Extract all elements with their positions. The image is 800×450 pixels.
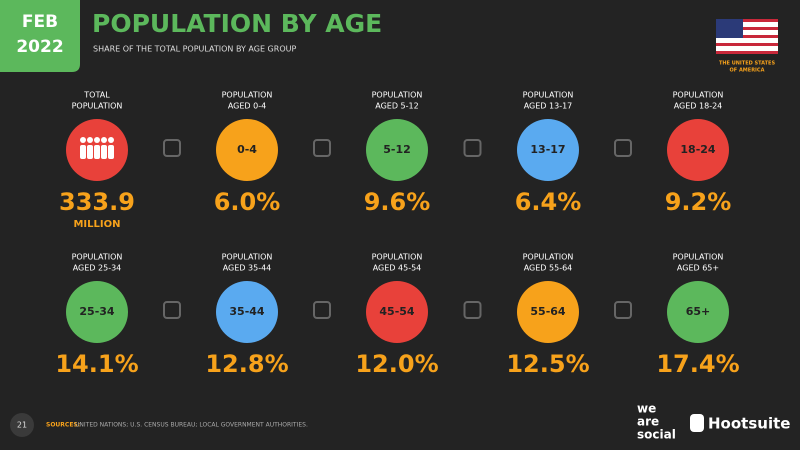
tile-value: 17.4% [656,350,739,378]
age-circle [366,281,428,343]
tile-unit: MILLION [73,219,120,230]
decorative-icon [163,301,181,319]
tile-label: AGED 55-64 [524,264,573,273]
tile-label: POPULATION [372,91,423,100]
date-badge [0,0,80,72]
tile-value: 6.4% [515,188,582,216]
tile-label: AGED 18-24 [674,102,723,111]
tile-label: POPULATION [72,253,123,262]
age-circle-label: 55-64 [530,305,566,318]
tile-value: 12.8% [205,350,288,378]
people-icon [94,145,100,159]
decorative-icon [463,301,482,319]
sources-label: SOURCES: [46,422,80,429]
sources: UNITED NATIONS; U.S. CENSUS BUREAU; LOCA… [75,422,308,429]
tile-label: POPULATION [372,253,423,262]
logo-right: Hootsuite [708,415,790,433]
country-name: OF AMERICA [730,68,765,74]
tile-label: AGED 35-44 [223,264,272,273]
age-circle-label: 25-34 [79,305,115,318]
badge-year: 2022 [16,37,63,57]
tile-label: POPULATION [72,102,123,111]
people-icon [80,137,86,143]
age-circle-label: 5-12 [383,143,411,156]
tile-label: AGED 13-17 [524,102,573,111]
subtitle: SHARE OF THE TOTAL POPULATION BY AGE GRO… [93,45,296,54]
tile-value: 9.2% [665,188,732,216]
age-circle [216,119,278,181]
people-icon [87,137,93,143]
tile-label: POPULATION [222,91,273,100]
age-circle [667,119,729,181]
logo-left: we [637,402,656,416]
tile-value: 333.9 [59,188,135,216]
tile-label: TOTAL [83,91,110,100]
age-circle [517,281,579,343]
age-circle [517,119,579,181]
tile-label: AGED 25-34 [73,264,122,273]
age-circle-label: 45-54 [379,305,415,318]
tile-label: AGED 65+ [677,264,719,273]
tile-value: 12.0% [355,350,438,378]
age-circle [66,281,128,343]
tile-label: POPULATION [673,253,724,262]
logo-left: are [637,415,659,429]
tile-label: AGED 5-12 [375,102,418,111]
tile-value: 9.6% [364,188,431,216]
decorative-icon [463,139,482,157]
decorative-icon [163,139,181,157]
decorative-icon [313,139,331,157]
age-circle [216,281,278,343]
tile-label: POPULATION [222,253,273,262]
age-circle [366,119,428,181]
page-number: 21 [17,421,27,430]
age-circle-label: 35-44 [229,305,265,318]
country-name: THE UNITED STATES [719,61,776,67]
decorative-icon [614,301,632,319]
tile-value: 12.5% [506,350,589,378]
badge-month: FEB [22,12,58,32]
logo-left: social [637,428,676,442]
tile-value: 14.1% [55,350,138,378]
age-circle-label: 65+ [686,305,711,318]
decorative-icon [614,139,632,157]
age-circle-label: 18-24 [680,143,716,156]
age-circle-label: 13-17 [530,143,565,156]
tile-label: AGED 45-54 [373,264,422,273]
age-circle [667,281,729,343]
tile-label: AGED 0-4 [228,102,266,111]
flag [716,19,778,54]
age-circle-label: 0-4 [237,143,257,156]
people-icon [108,145,114,159]
people-icon [101,137,107,143]
hootsuite-icon [690,414,704,432]
people-icon [87,145,93,159]
tile-label: POPULATION [523,253,574,262]
people-icon [101,145,107,159]
tile-value: 6.0% [214,188,281,216]
people-icon [108,137,114,143]
people-icon [94,137,100,143]
title: POPULATION BY AGE [92,9,382,38]
tile-label: POPULATION [673,91,724,100]
tile-label: POPULATION [523,91,574,100]
people-icon [80,145,86,159]
page-number-badge [10,413,34,437]
decorative-icon [313,301,331,319]
